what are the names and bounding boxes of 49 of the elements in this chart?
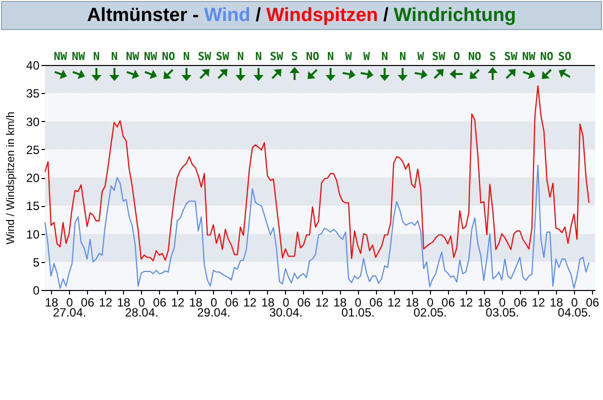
- text: N: [111, 50, 118, 63]
- text: NO: [162, 50, 176, 63]
- text: NO: [540, 50, 554, 63]
- text: SW: [198, 50, 212, 63]
- y-tick-label: 40: [26, 58, 40, 72]
- y-tick-label: 20: [26, 171, 40, 185]
- text: N: [381, 50, 388, 63]
- text: NW: [522, 50, 536, 63]
- x-tick-label: 12: [243, 296, 257, 310]
- text: N: [255, 50, 262, 63]
- line-series: [44, 164, 590, 289]
- text: N: [399, 50, 406, 63]
- text: SW: [270, 50, 284, 63]
- text: NW: [72, 50, 86, 63]
- text: SW: [504, 50, 518, 63]
- text: N: [327, 50, 334, 63]
- text: N: [183, 50, 190, 63]
- text: W: [363, 50, 370, 63]
- y-tick-label: 25: [26, 142, 40, 157]
- text: NW: [126, 50, 140, 63]
- x-tick-label: 12: [315, 296, 329, 310]
- text: NO: [306, 50, 320, 63]
- y-tick-label: 15: [26, 199, 40, 214]
- text: W: [345, 50, 352, 63]
- y-tick-label: 0: [32, 284, 40, 298]
- text: S: [291, 50, 298, 63]
- text: SW: [432, 50, 446, 63]
- chart-title: Altmünster - Wind / Windspitzen / Windrichtung: [86, 5, 516, 26]
- text: W: [417, 50, 424, 63]
- text: N: [93, 50, 100, 63]
- text: SW: [216, 50, 230, 63]
- line-series: [44, 85, 590, 262]
- x-tick-label: 12: [98, 296, 113, 310]
- text: NO: [468, 50, 482, 63]
- text: O: [453, 50, 460, 63]
- x-tick-label: 12: [387, 296, 402, 310]
- y-tick-label: 30: [26, 114, 40, 129]
- x-tick-label: 12: [532, 296, 546, 310]
- x-tick-label: 12: [460, 296, 474, 310]
- y-tick-label: 5: [32, 255, 40, 270]
- y-tick-label: 35: [26, 86, 40, 101]
- text: NW: [54, 50, 68, 63]
- text: NW: [144, 50, 158, 63]
- y-tick-label: 10: [26, 227, 40, 242]
- text: S: [489, 50, 496, 63]
- text: N: [237, 50, 244, 63]
- text: SO: [558, 50, 572, 63]
- y-axis-title: Wind / Windspitzen in km/h: [5, 112, 18, 244]
- x-tick-label: 12: [171, 296, 185, 310]
